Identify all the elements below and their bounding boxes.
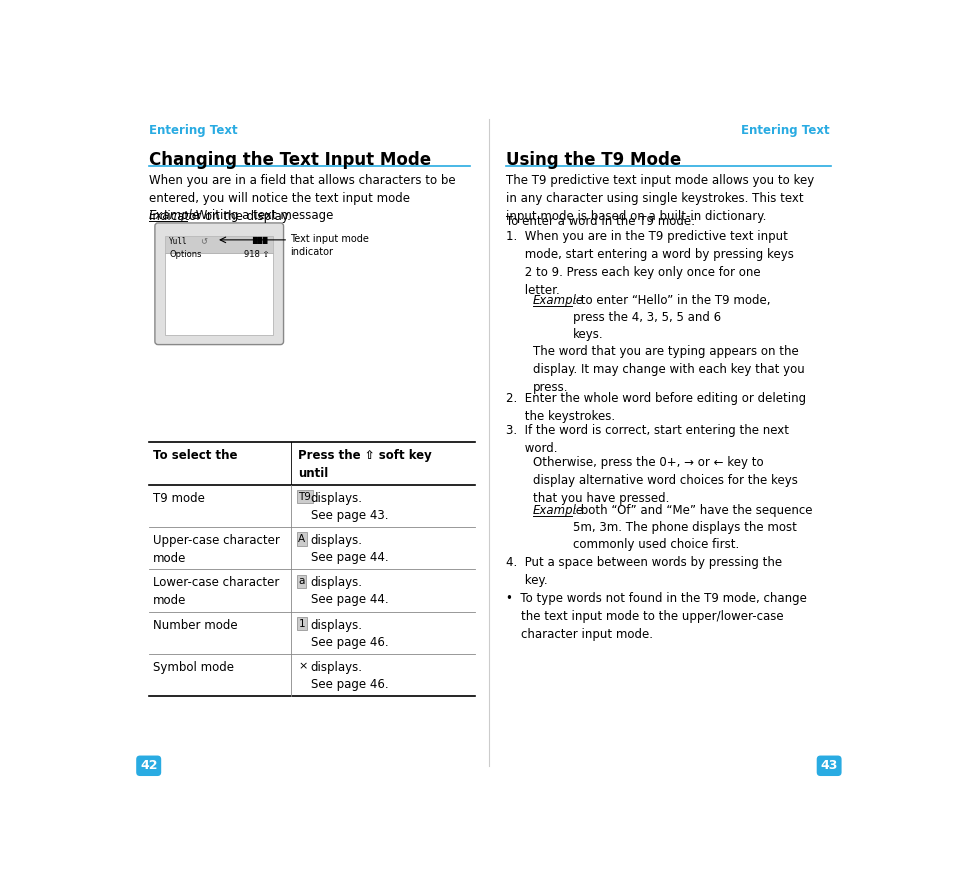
Text: See page 46.: See page 46. [311,678,388,691]
Text: 1.  When you are in the T9 predictive text input
     mode, start entering a wor: 1. When you are in the T9 predictive tex… [505,230,793,297]
Text: 3.  If the word is correct, start entering the next
     word.: 3. If the word is correct, start enterin… [505,424,788,455]
Text: 918 ⇧: 918 ⇧ [244,250,270,259]
Text: A: A [298,534,305,544]
Text: press the 4, 3, 5, 5 and 6: press the 4, 3, 5, 5 and 6 [572,311,720,324]
Text: See page 44.: See page 44. [311,551,388,564]
Text: displays.: displays. [311,491,362,505]
Text: Using the T9 Mode: Using the T9 Mode [505,152,680,169]
Text: Example: Example [533,504,583,517]
Text: Press the ⇧ soft key
until: Press the ⇧ soft key until [298,449,432,480]
Text: Lower-case character
mode: Lower-case character mode [153,576,279,607]
Text: Symbol mode: Symbol mode [153,661,234,674]
Text: displays.: displays. [311,618,362,632]
Text: displays.: displays. [311,661,362,674]
Text: ×: × [298,661,308,671]
Text: Example: Example [533,293,583,307]
Text: Yull: Yull [169,237,187,246]
Text: 42: 42 [140,759,157,773]
Text: Otherwise, press the 0+, → or ← key to
display alternative word choices for the : Otherwise, press the 0+, → or ← key to d… [533,456,797,505]
Text: Upper-case character
mode: Upper-case character mode [153,534,280,564]
Bar [165,236,274,253]
Text: Options: Options [170,250,202,259]
Text: T9: T9 [298,491,311,502]
Text: Changing the Text Input Mode: Changing the Text Input Mode [149,152,431,169]
Text: See page 44.: See page 44. [311,593,388,606]
Text: Example: Example [149,209,199,223]
Text: : Writing a text message: : Writing a text message [188,209,334,223]
Text: To select the: To select the [153,449,237,463]
Text: 43: 43 [820,759,837,773]
Text: Entering Text: Entering Text [740,124,828,138]
Text: : to enter “Hello” in the T9 mode,: : to enter “Hello” in the T9 mode, [572,293,769,307]
Bar [165,253,274,335]
FancyBboxPatch shape [154,223,283,344]
Text: When you are in a field that allows characters to be
entered, you will notice th: When you are in a field that allows char… [149,174,455,223]
Text: displays.: displays. [311,576,362,590]
Text: Entering Text: Entering Text [149,124,237,138]
Text: 4.  Put a space between words by pressing the
     key.: 4. Put a space between words by pressing… [505,555,781,587]
Text: T9 mode: T9 mode [153,491,205,505]
Text: commonly used choice first.: commonly used choice first. [572,538,739,551]
Text: a: a [298,576,304,586]
Text: The T9 predictive text input mode allows you to key
in any character using singl: The T9 predictive text input mode allows… [505,174,813,223]
Text: Number mode: Number mode [153,618,237,632]
Text: 5m, 3m. The phone displays the most: 5m, 3m. The phone displays the most [572,521,796,533]
Text: To enter a word in the T9 mode:: To enter a word in the T9 mode: [505,215,695,229]
Text: ▉▉▉: ▉▉▉ [252,237,268,244]
Text: 1: 1 [298,618,305,629]
Text: : both “Of” and “Me” have the sequence: : both “Of” and “Me” have the sequence [572,504,811,517]
Text: ↺: ↺ [199,237,207,246]
Text: keys.: keys. [572,328,602,341]
Text: displays.: displays. [311,534,362,547]
Text: The word that you are typing appears on the
display. It may change with each key: The word that you are typing appears on … [533,345,804,394]
Text: 2.  Enter the whole word before editing or deleting
     the keystrokes.: 2. Enter the whole word before editing o… [505,392,805,422]
Text: See page 43.: See page 43. [311,509,388,521]
Text: Text input mode
indicator: Text input mode indicator [290,234,368,257]
Text: •  To type words not found in the T9 mode, change
    the text input mode to the: • To type words not found in the T9 mode… [505,592,806,640]
Text: See page 46.: See page 46. [311,636,388,648]
